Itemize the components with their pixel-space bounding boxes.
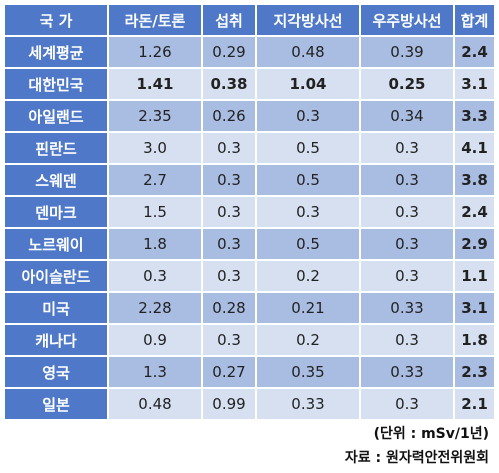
terrestrial-cell: 0.2 [255,259,361,293]
cosmic-cell: 0.25 [359,67,455,101]
country-cell: 일본 [3,387,109,421]
intake-cell: 0.29 [201,35,257,69]
terrestrial-cell: 1.04 [255,67,361,101]
header-radon: 라돈/토론 [107,3,203,37]
country-cell: 아일랜드 [3,99,109,133]
cosmic-cell: 0.3 [359,227,455,261]
total-cell: 2.1 [453,387,496,421]
total-cell: 3.1 [453,67,496,101]
intake-cell: 0.3 [201,323,257,357]
cosmic-cell: 0.3 [359,163,455,197]
country-cell: 스웨덴 [3,163,109,197]
country-cell: 핀란드 [3,131,109,165]
cosmic-cell: 0.3 [359,131,455,165]
terrestrial-cell: 0.3 [255,99,361,133]
intake-cell: 0.99 [201,387,257,421]
cosmic-cell: 0.3 [359,323,455,357]
country-cell: 아이슬란드 [3,259,109,293]
intake-cell: 0.38 [201,67,257,101]
radon-cell: 1.41 [107,67,203,101]
terrestrial-cell: 0.21 [255,291,361,325]
intake-cell: 0.3 [201,259,257,293]
table-row: 핀란드 3.0 0.3 0.5 0.3 4.1 [3,131,496,165]
terrestrial-cell: 0.3 [255,195,361,229]
total-cell: 3.1 [453,291,496,325]
table-row: 미국 2.28 0.28 0.21 0.33 3.1 [3,291,496,325]
terrestrial-cell: 0.35 [255,355,361,389]
country-cell: 덴마크 [3,195,109,229]
total-cell: 2.4 [453,35,496,69]
terrestrial-cell: 0.5 [255,163,361,197]
radon-cell: 0.48 [107,387,203,421]
terrestrial-cell: 0.33 [255,387,361,421]
radon-cell: 1.5 [107,195,203,229]
radon-cell: 0.9 [107,323,203,357]
country-cell: 미국 [3,291,109,325]
total-cell: 4.1 [453,131,496,165]
cosmic-cell: 0.33 [359,291,455,325]
unit-note: (단위 : mSv/1년) [373,426,489,442]
total-cell: 1.1 [453,259,496,293]
radon-cell: 3.0 [107,131,203,165]
table-row: 캐나다 0.9 0.3 0.2 0.3 1.8 [3,323,496,357]
radon-cell: 1.8 [107,227,203,261]
header-intake: 섭취 [201,3,257,37]
country-cell: 세계평균 [3,35,109,69]
terrestrial-cell: 0.5 [255,227,361,261]
intake-cell: 0.27 [201,355,257,389]
total-cell: 3.8 [453,163,496,197]
country-cell: 영국 [3,355,109,389]
header-total: 합계 [453,3,496,37]
cosmic-cell: 0.3 [359,387,455,421]
terrestrial-cell: 0.2 [255,323,361,357]
table-row: 세계평균 1.26 0.29 0.48 0.39 2.4 [3,35,496,69]
terrestrial-cell: 0.5 [255,131,361,165]
header-row: 국 가 라돈/토론 섭취 지각방사선 우주방사선 합계 [3,3,496,37]
header-terrestrial: 지각방사선 [255,3,361,37]
table-row: 노르웨이 1.8 0.3 0.5 0.3 2.9 [3,227,496,261]
table-row: 영국 1.3 0.27 0.35 0.33 2.3 [3,355,496,389]
table-row: 아이슬란드 0.3 0.3 0.2 0.3 1.1 [3,259,496,293]
country-cell: 대한민국 [3,67,109,101]
source-note: 자료 : 원자력안전위원회 [344,450,489,466]
intake-cell: 0.3 [201,195,257,229]
radon-cell: 0.3 [107,259,203,293]
header-cosmic: 우주방사선 [359,3,455,37]
intake-cell: 0.3 [201,163,257,197]
header-country: 국 가 [3,3,109,37]
cosmic-cell: 0.3 [359,259,455,293]
radon-cell: 2.28 [107,291,203,325]
intake-cell: 0.28 [201,291,257,325]
radiation-dose-table: 국 가 라돈/토론 섭취 지각방사선 우주방사선 합계 세계평균 1.26 0.… [3,3,496,421]
cosmic-cell: 0.39 [359,35,455,69]
table-row: 아일랜드 2.35 0.26 0.3 0.34 3.3 [3,99,496,133]
total-cell: 3.3 [453,99,496,133]
total-cell: 1.8 [453,323,496,357]
country-cell: 캐나다 [3,323,109,357]
radon-cell: 1.3 [107,355,203,389]
cosmic-cell: 0.3 [359,195,455,229]
table-row: 대한민국 1.41 0.38 1.04 0.25 3.1 [3,67,496,101]
country-cell: 노르웨이 [3,227,109,261]
cosmic-cell: 0.34 [359,99,455,133]
table-row: 스웨덴 2.7 0.3 0.5 0.3 3.8 [3,163,496,197]
intake-cell: 0.3 [201,131,257,165]
terrestrial-cell: 0.48 [255,35,361,69]
table-row: 덴마크 1.5 0.3 0.3 0.3 2.4 [3,195,496,229]
radon-cell: 2.7 [107,163,203,197]
total-cell: 2.4 [453,195,496,229]
intake-cell: 0.26 [201,99,257,133]
total-cell: 2.9 [453,227,496,261]
table-row: 일본 0.48 0.99 0.33 0.3 2.1 [3,387,496,421]
radon-cell: 2.35 [107,99,203,133]
radon-cell: 1.26 [107,35,203,69]
total-cell: 2.3 [453,355,496,389]
cosmic-cell: 0.33 [359,355,455,389]
intake-cell: 0.3 [201,227,257,261]
